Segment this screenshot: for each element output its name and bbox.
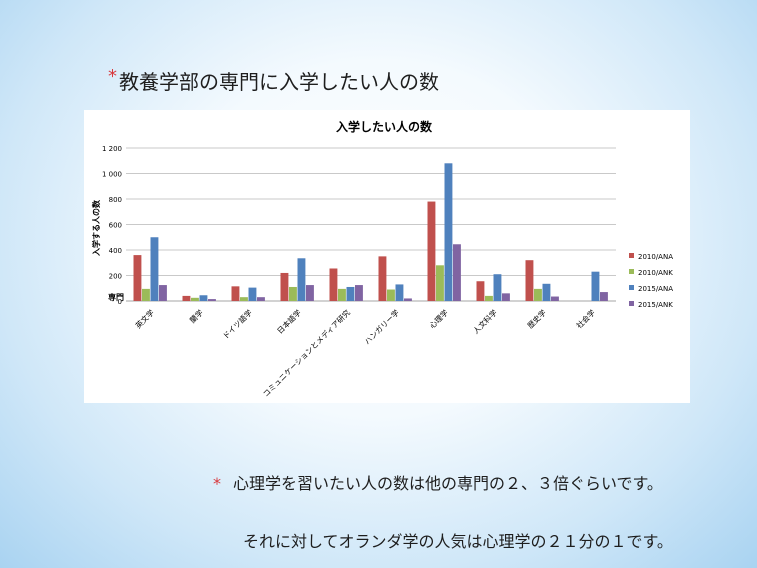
bar xyxy=(485,295,493,301)
bar xyxy=(297,258,306,301)
bar xyxy=(444,163,453,301)
x-tick-label: 蘭学 xyxy=(187,307,205,325)
bar xyxy=(427,201,436,301)
x-tick-label: ハンガリー学 xyxy=(362,307,401,346)
chart-panel: 入学したい人の数 入学する人の数 専門 0 200 400 600 800 1 000 1 … xyxy=(84,110,690,403)
chart-title: 入学したい人の数 xyxy=(336,119,433,134)
legend-label: 2015/ANA xyxy=(638,285,673,293)
legend-swatch xyxy=(629,253,634,258)
bar xyxy=(453,244,461,301)
bar xyxy=(240,297,248,301)
x-tick-label: 心理学 xyxy=(427,307,450,330)
bar xyxy=(395,284,404,301)
bar xyxy=(306,285,314,301)
bar xyxy=(387,289,395,301)
bar xyxy=(502,293,510,301)
bar xyxy=(436,265,444,301)
bar xyxy=(591,271,600,301)
bar xyxy=(378,256,387,301)
bullet-asterisk-icon: * xyxy=(213,474,221,493)
bar xyxy=(329,268,338,301)
y-tick-label: 1 000 xyxy=(102,171,122,179)
slide-title-text: 教養学部の専門に入学したい人の数 xyxy=(119,70,439,94)
bar xyxy=(346,286,355,301)
bar xyxy=(534,288,542,301)
bar xyxy=(199,295,208,301)
bar xyxy=(289,286,297,301)
bullet-1-text: 心理学を習いたい人の数は他の専門の２、３倍ぐらいです。 xyxy=(233,474,663,493)
bar xyxy=(257,297,265,301)
x-tick-label: 歴史学 xyxy=(525,307,548,330)
legend-swatch xyxy=(629,269,634,274)
x-tick-label: コミュニケーションとメディア研究 xyxy=(260,307,352,399)
y-tick-label: 1 200 xyxy=(102,145,122,153)
bullet-2-text: それに対してオランダ学の人気は心理学の２１分の１です。 xyxy=(243,532,673,551)
bar xyxy=(476,281,485,301)
bullet-1: * 心理学を習いたい人の数は他の専門の２、３倍ぐらいです。 xyxy=(213,470,663,494)
bar xyxy=(208,299,216,301)
bar xyxy=(142,288,150,301)
bar xyxy=(525,260,534,301)
bar xyxy=(159,285,167,301)
bar xyxy=(404,298,412,301)
x-tick-label: ドイツ語学 xyxy=(220,307,254,341)
bullet-2: それに対してオランダ学の人気は心理学の２１分の１です。 xyxy=(243,528,673,552)
x-tick-label: 日本語学 xyxy=(275,307,304,336)
bar xyxy=(248,287,257,301)
bar xyxy=(191,297,199,301)
bar xyxy=(355,285,363,301)
bar xyxy=(338,288,346,301)
bar xyxy=(231,286,240,301)
x-tick-label: 社会学 xyxy=(574,307,597,330)
bar xyxy=(182,295,191,301)
y-tick-label: 400 xyxy=(109,247,122,255)
y-tick-label: 600 xyxy=(109,222,122,230)
bar xyxy=(493,274,502,301)
legend-label: 2015/ANK xyxy=(638,301,673,309)
y-axis-label: 入学する人の数 xyxy=(91,199,101,257)
x-tick-label: 人文科学 xyxy=(471,307,500,336)
legend-label: 2010/ANK xyxy=(638,269,673,277)
y-tick-label: 800 xyxy=(109,196,122,204)
x-tick-label: 英文学 xyxy=(133,307,156,330)
legend-swatch xyxy=(629,285,634,290)
legend-swatch xyxy=(629,301,634,306)
bar xyxy=(150,237,159,301)
y-tick-label: 0 xyxy=(118,298,122,306)
bar xyxy=(280,272,289,301)
legend-label: 2010/ANA xyxy=(638,253,673,261)
x-axis-label: 専門 xyxy=(108,292,124,302)
bar xyxy=(133,255,142,301)
bar-chart: 入学したい人の数 入学する人の数 専門 0 200 400 600 800 1 000 1 … xyxy=(91,119,673,399)
y-tick-label: 200 xyxy=(109,273,122,281)
bar xyxy=(551,296,559,301)
slide-title: * 教養学部の専門に入学したい人の数 xyxy=(108,66,439,95)
title-asterisk-icon: * xyxy=(108,66,117,87)
bar xyxy=(542,283,551,301)
bar xyxy=(600,292,608,301)
